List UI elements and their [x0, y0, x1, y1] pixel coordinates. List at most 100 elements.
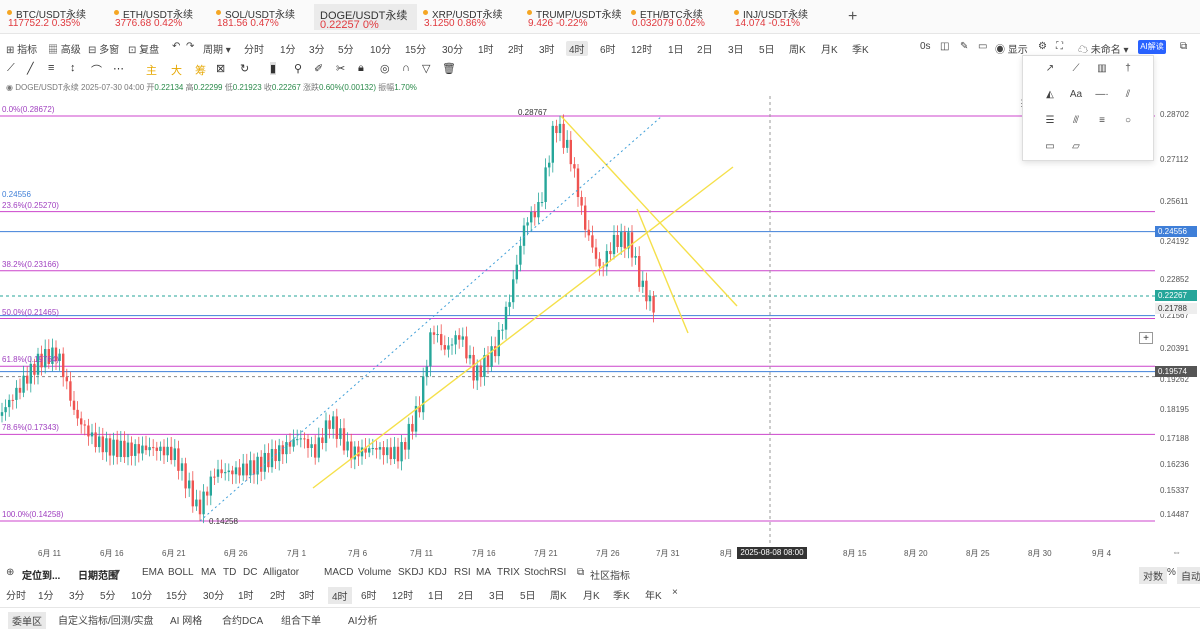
interval-2[interactable]: 3分	[309, 45, 325, 56]
indicator-item-0[interactable]: 定位到...	[22, 571, 61, 582]
text-tool-icon[interactable]: Aa	[1069, 89, 1083, 100]
h-line-tool-icon[interactable]: ↕	[70, 62, 76, 74]
link-tool-icon[interactable]: ⚲	[294, 63, 303, 75]
fullscreen-icon[interactable]: ⛶	[1056, 41, 1063, 52]
interval-15[interactable]: 3日	[728, 45, 744, 56]
ticker-tab[interactable]: INJ/USDT永续 14.074 -0.51%	[727, 4, 830, 30]
grid-tool-icon[interactable]: ⊠	[216, 63, 226, 75]
parallel-channel-icon[interactable]: ⫽	[1125, 89, 1131, 100]
triangle-icon[interactable]: ◭	[1046, 89, 1054, 100]
add-tab-button[interactable]: +	[848, 8, 858, 25]
indicator-item-11[interactable]: KDJ	[428, 567, 447, 578]
bottom-interval-12[interactable]: 12时	[392, 591, 414, 602]
ticker-tab[interactable]: SOL/USDT永续 181.56 0.47%	[209, 4, 312, 30]
interval-9[interactable]: 3时	[539, 45, 555, 56]
indicator-item-16[interactable]: 社区指标	[590, 571, 630, 582]
filter-tool-icon[interactable]: ▽	[422, 63, 431, 75]
bottom-interval-0[interactable]: 分时	[6, 591, 26, 602]
h-ray-icon[interactable]: —·	[1095, 89, 1109, 100]
indicator-item-15[interactable]: StochRSI	[524, 567, 567, 578]
bottom-interval-10[interactable]: 4时	[328, 587, 352, 604]
cycle-tool-icon[interactable]: ↻	[240, 63, 250, 75]
dotted-trend-line[interactable]	[199, 115, 663, 522]
bottom-interval-14[interactable]: 2日	[458, 591, 474, 602]
lock-tool-icon[interactable]: 🔒︎	[358, 62, 364, 74]
ai-interpret-button[interactable]: AI解读	[1138, 40, 1166, 54]
axis-mode-1[interactable]: %	[1167, 567, 1176, 578]
shape-tool-icon[interactable]: ⌒	[91, 65, 102, 77]
trend-line[interactable]	[636, 208, 689, 334]
indicators-button[interactable]: ⊞ 指标	[6, 45, 38, 56]
main-chart-tool[interactable]: 主	[146, 65, 157, 77]
bottom-interval-2[interactable]: 3分	[69, 591, 85, 602]
vertical-line-icon[interactable]: †	[1125, 63, 1131, 74]
ticker-tab[interactable]: TRUMP/USDT永续 9.426 -0.22%	[520, 4, 623, 30]
bottom-interval-4[interactable]: 10分	[131, 591, 153, 602]
interval-0[interactable]: 分时	[244, 45, 264, 56]
interval-7[interactable]: 1时	[478, 45, 494, 56]
bottom-interval-17[interactable]: 周K	[550, 591, 567, 602]
ticker-tab[interactable]: XRP/USDT永续 3.1250 0.86%	[416, 4, 519, 30]
trend-line[interactable]	[312, 166, 734, 489]
parallelogram-icon[interactable]: ▱	[1072, 141, 1080, 152]
interval-11[interactable]: 6时	[600, 45, 616, 56]
candlestick-chart[interactable]	[0, 96, 1155, 544]
bottom-interval-8[interactable]: 2时	[270, 591, 286, 602]
advanced-button[interactable]: ▦ 高级	[48, 45, 81, 56]
interval-3[interactable]: 5分	[338, 45, 354, 56]
bottom-interval-1[interactable]: 1分	[38, 591, 54, 602]
trend-line-icon[interactable]: ⟋	[1072, 63, 1080, 74]
fib-channel-icon[interactable]: ▥	[1097, 63, 1107, 74]
interval-16[interactable]: 5日	[759, 45, 775, 56]
panel-tab-5[interactable]: AI分析	[348, 616, 378, 627]
arrow-line-icon[interactable]: ↗	[1045, 63, 1055, 74]
bottom-interval-20[interactable]: 年K	[645, 591, 662, 602]
lines-icon[interactable]: ≡	[1099, 115, 1105, 126]
indicator-item-5[interactable]: TD	[223, 567, 237, 578]
bottom-interval-16[interactable]: 5日	[520, 591, 536, 602]
axis-mode-2[interactable]: 自动	[1177, 567, 1200, 584]
add-alert-icon[interactable]: +	[1139, 332, 1153, 344]
interval-13[interactable]: 1日	[668, 45, 684, 56]
interval-12[interactable]: 12时	[631, 45, 653, 56]
ellipse-icon[interactable]: ○	[1124, 115, 1132, 126]
indicator-item-7[interactable]: Alligator	[263, 567, 300, 578]
rectangle-icon[interactable]: ▭	[1045, 141, 1055, 152]
large-order-tool[interactable]: 大	[171, 65, 182, 77]
panel-tab-3[interactable]: 合约DCA	[222, 616, 264, 627]
cloud-save-dropdown[interactable]: ☁ 未命名 ▾	[1078, 45, 1129, 56]
interval-14[interactable]: 2日	[697, 45, 713, 56]
panel-tab-2[interactable]: AI 网格	[170, 616, 203, 627]
pen-icon[interactable]: ✎	[960, 41, 969, 52]
reset-axis-icon[interactable]: ⇔	[1172, 547, 1181, 557]
interval-10[interactable]: 4时	[566, 41, 588, 56]
panel-tab-0[interactable]: 委单区	[8, 612, 46, 629]
magnet-tool-icon[interactable]: ∩	[402, 62, 410, 74]
interval-5[interactable]: 15分	[405, 45, 427, 56]
bottom-interval-3[interactable]: 5分	[100, 591, 116, 602]
interval-4[interactable]: 10分	[370, 45, 392, 56]
panel-tab-4[interactable]: 组合下单	[281, 616, 321, 627]
indicator-item-8[interactable]: MACD	[324, 567, 354, 578]
visibility-icon[interactable]: ◉	[6, 83, 13, 92]
fib-retracement-icon[interactable]: ☰	[1045, 115, 1055, 126]
bottom-interval-18[interactable]: 月K	[583, 591, 600, 602]
undo-icon[interactable]: ↶	[172, 41, 181, 52]
indicator-item-2[interactable]: EMA	[142, 567, 164, 578]
period-dropdown[interactable]: 周期 ▾	[203, 45, 231, 56]
indicator-item-14[interactable]: TRIX	[497, 567, 520, 578]
scissors-tool-icon[interactable]: ✂	[336, 63, 346, 75]
bookmark-tool-icon[interactable]: ▮	[270, 62, 277, 75]
indicator-item-10[interactable]: SKDJ	[398, 567, 424, 578]
indicator-item-13[interactable]: MA	[476, 567, 491, 578]
indicator-item-1[interactable]: 日期范围	[78, 571, 118, 582]
parallel-lines-icon[interactable]: ⫻	[1073, 115, 1079, 126]
interval-1[interactable]: 1分	[280, 45, 296, 56]
line-tool-icon[interactable]: ⟋	[7, 62, 15, 74]
trash-tool-icon[interactable]: 🗑︎	[442, 63, 456, 75]
ticker-tab[interactable]: ETH/BTC永续 0.032079 0.02%	[624, 4, 727, 30]
axis-mode-0[interactable]: 对数	[1139, 567, 1167, 584]
chevron-down-icon[interactable]: ▾	[115, 567, 121, 578]
copy-icon[interactable]: ⧉	[1180, 41, 1188, 52]
more-tools-icon[interactable]: ⋯	[113, 63, 124, 75]
